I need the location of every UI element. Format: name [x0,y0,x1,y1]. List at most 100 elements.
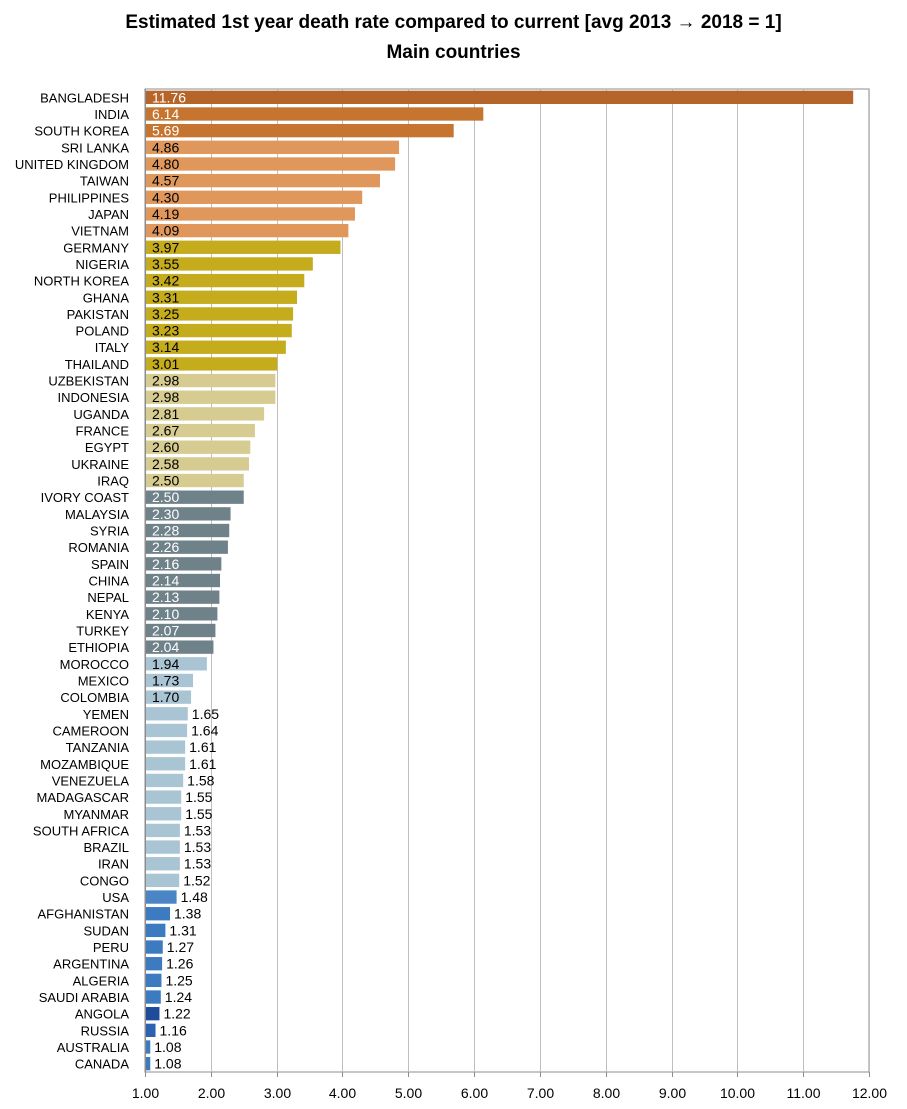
category-label: PAKISTAN [67,307,129,322]
category-label: ANGOLA [75,1007,130,1022]
data-label: 1.53 [184,822,211,838]
bar [145,557,222,571]
bar [145,207,355,221]
data-label: 3.97 [152,239,179,255]
data-label: 2.98 [152,389,179,405]
category-label: BANGLADESH [40,90,129,105]
bar [145,690,192,704]
data-label: 1.53 [184,839,211,855]
bar [145,140,400,154]
category-label: SAUDI ARABIA [39,990,130,1005]
bar [145,190,363,204]
category-label: PHILIPPINES [49,190,130,205]
bar [145,723,188,738]
category-label: USA [102,890,129,905]
data-label: 1.52 [183,872,210,888]
data-label: 2.07 [152,622,179,638]
data-label: 2.30 [152,506,179,522]
bar [145,323,292,338]
bar [145,173,380,188]
bar [145,507,231,521]
x-tick-label: 10.00 [720,1085,755,1101]
bar [145,1023,156,1038]
category-label: MEXICO [78,673,129,688]
category-label: SRI LANKA [61,140,129,155]
category-label: INDONESIA [57,390,129,405]
category-label: AFGHANISTAN [38,907,130,922]
bar [145,807,182,821]
category-label: NORTH KOREA [34,274,129,289]
bar [145,957,163,971]
bar [145,790,182,804]
bar [145,923,166,938]
bar [145,940,163,954]
x-tick-label: 6.00 [461,1085,488,1101]
category-label: TANZANIA [66,740,130,755]
bar [145,457,249,471]
category-label: ARGENTINA [53,957,129,972]
category-label: IRAN [98,857,129,872]
data-label: 1.73 [152,672,179,688]
bar [145,623,216,638]
data-label: 1.61 [189,739,216,755]
bar [145,240,341,254]
category-label: GHANA [83,290,130,305]
data-label: 3.55 [152,256,179,272]
bar [145,857,180,871]
bar [145,773,184,788]
category-label: IRAQ [97,474,129,489]
x-tick-label: 1.00 [132,1085,159,1101]
x-tick-label: 7.00 [527,1085,554,1101]
category-label: ALGERIA [73,973,130,988]
data-label: 1.64 [191,722,218,738]
category-label: ETHIOPIA [68,640,129,655]
data-label: 1.08 [154,1056,181,1072]
category-label: CHINA [89,574,130,589]
bar [145,573,221,588]
category-label: JAPAN [88,207,129,222]
data-label: 1.31 [169,922,196,938]
data-label: 1.70 [152,689,179,705]
bar [145,890,177,904]
category-label: VIETNAM [71,224,129,239]
data-label: 1.38 [174,906,201,922]
data-label: 1.55 [185,806,212,822]
bar [145,223,349,238]
x-tick-label: 9.00 [659,1085,686,1101]
x-tick-label: 3.00 [264,1085,291,1101]
data-label: 1.27 [167,939,194,955]
category-label: CONGO [80,873,129,888]
bar [145,840,180,854]
data-label: 2.28 [152,523,179,539]
data-label: 1.22 [163,1006,190,1022]
data-label: 4.86 [152,139,179,155]
data-label: 2.14 [152,573,179,589]
data-label: 6.14 [152,106,179,122]
bar [145,273,305,288]
data-label: 4.09 [152,223,179,239]
chart-subtitle: Main countries [386,42,521,63]
data-label: 2.13 [152,589,179,605]
category-label: PERU [93,940,129,955]
x-tick-label: 11.00 [787,1085,821,1101]
bar [145,407,265,421]
data-label: 4.57 [152,173,179,189]
category-label: MOZAMBIQUE [40,757,129,772]
bar [145,990,161,1004]
category-label: UNITED KINGDOM [15,157,129,172]
category-label: TURKEY [76,623,129,638]
x-tick-label: 4.00 [329,1085,356,1101]
data-label: 1.48 [181,889,208,905]
data-label: 1.08 [154,1039,181,1055]
data-label: 1.16 [160,1022,187,1038]
data-label: 4.80 [152,156,179,172]
data-label: 2.16 [152,556,179,572]
data-label: 5.69 [152,123,179,139]
category-label: COLOMBIA [60,690,129,705]
bar [145,590,220,604]
bar [145,673,194,688]
x-tick-label: 8.00 [593,1085,620,1101]
data-label: 1.24 [165,989,192,1005]
